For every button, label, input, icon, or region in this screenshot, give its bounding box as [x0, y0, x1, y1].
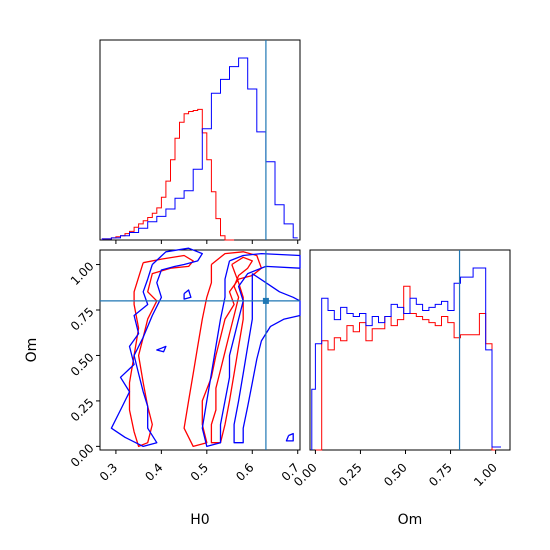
om-tick-label: 0.00 — [68, 441, 97, 470]
contour-2 — [183, 251, 263, 448]
contour-8 — [183, 289, 192, 300]
h0-hist-series-2 — [101, 57, 298, 240]
om-marginal-tick-label: 0.25 — [336, 460, 365, 489]
contour-4 — [110, 247, 203, 448]
x-axis-label-om: Om — [398, 512, 423, 528]
contour-6 — [233, 273, 301, 444]
om-tick-label: 0.25 — [68, 396, 97, 425]
contour-5 — [201, 252, 301, 448]
om-tick-label: 0.75 — [68, 305, 97, 334]
om-marginal-ticks: 0.00 0.25 0.50 0.75 1.00 — [291, 450, 500, 489]
joint-frame — [99, 249, 301, 451]
om-marginal-panel: 0.00 0.25 0.50 0.75 1.00 Om — [291, 249, 511, 528]
joint-contours — [100, 247, 301, 450]
h0-om-joint-panel: 0.3 0.4 0.5 0.6 0.70.000.250.500.751.00 H0 O… — [24, 247, 302, 528]
om-marginal-series — [311, 250, 501, 451]
h0-hist-series-1 — [101, 108, 235, 241]
contour-7 — [156, 345, 167, 353]
om-marginal-tick-label: 0.75 — [426, 460, 455, 489]
om-hist-series-2 — [311, 267, 501, 450]
x-axis-label-h0: H0 — [190, 512, 209, 528]
om-hist-series-1 — [315, 285, 496, 451]
om-marginal-tick-label: 0.50 — [381, 460, 410, 489]
h0-tick-label: 0.5 — [188, 460, 211, 483]
h0-marginal-frame — [99, 39, 301, 241]
om-marginal-frame — [309, 249, 511, 451]
h0-tick-label: 0.3 — [97, 460, 120, 483]
h0-tick-label: 0.4 — [142, 460, 165, 483]
contour-9 — [285, 432, 294, 442]
h0-tick-label: 0.6 — [233, 460, 256, 483]
om-marginal-tick-label: 1.00 — [471, 460, 500, 489]
om-tick-label: 1.00 — [68, 259, 97, 288]
h0-marginal-ticks — [115, 240, 299, 244]
h0-marginal-panel — [99, 39, 301, 244]
y-axis-label-om: Om — [24, 338, 40, 363]
truth-marker — [262, 297, 269, 304]
om-tick-label: 0.50 — [68, 350, 97, 379]
contour-3 — [210, 256, 253, 444]
h0-marginal-series — [101, 40, 298, 241]
